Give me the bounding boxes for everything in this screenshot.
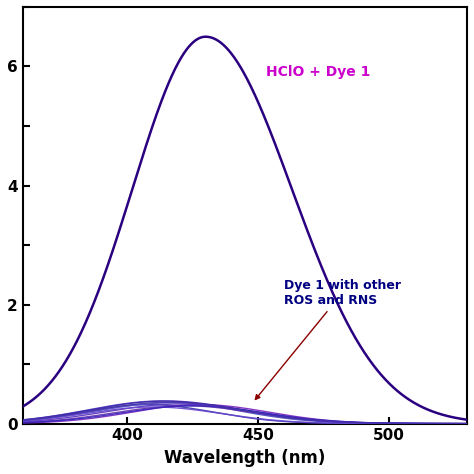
Text: Dye 1 with other
ROS and RNS: Dye 1 with other ROS and RNS: [255, 279, 401, 400]
X-axis label: Wavelength (nm): Wavelength (nm): [164, 449, 326, 467]
Text: HClO + Dye 1: HClO + Dye 1: [266, 65, 370, 80]
